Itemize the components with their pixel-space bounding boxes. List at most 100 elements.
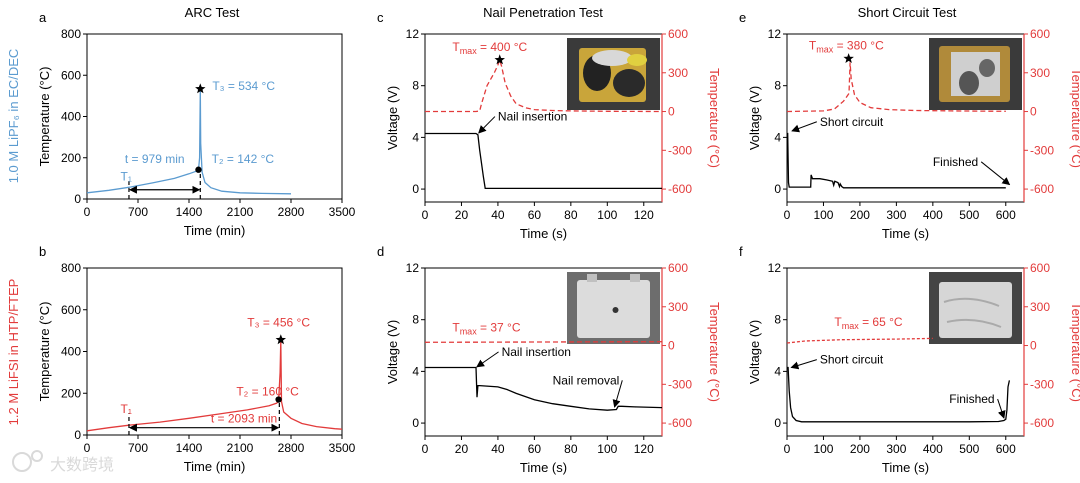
x-tick-label: 60 [528,208,542,222]
onset-dot-icon [275,396,282,403]
wrinkle [946,318,1002,328]
y-tick-label: 12 [768,27,782,41]
x-axis-label: Time (s) [882,460,929,475]
y2-tick-label: -300 [1030,377,1054,391]
x-tick-label: 20 [455,208,469,222]
burn-mark [613,69,645,97]
y2-tick-label: 0 [1030,105,1037,119]
annotation: T₂ = 160 °C [236,384,299,398]
x-tick-label: 2100 [227,205,254,219]
panel-f: 0 100 200 300 400 500 600 0 4 8 12 -600 -300 0 300 600 T… [739,244,1080,475]
annotation: t = 2093 min [211,411,277,425]
y2-tick-label: -300 [668,143,692,157]
damaged-pouch-cell-photo [929,38,1022,110]
y-tick-label: 600 [61,303,81,317]
voltage-series-line [425,132,662,190]
annotation: Tmax = 400 °C [452,40,527,56]
annotation: Tmax = 65 °C [834,315,903,331]
annotation: Nail insertion [498,110,567,124]
peak-star-icon [843,53,854,63]
y2-tick-label: 600 [1030,27,1050,41]
y-tick-label: 8 [412,313,419,327]
y-tick-label: 4 [774,364,781,378]
title-short: Short Circuit Test [858,5,957,20]
y2-tick-label: 300 [1030,300,1050,314]
y-tick-label: 0 [74,428,81,442]
row-label-top: 1.0 M LiPF₆ in EC/DEC [6,49,21,184]
x-tick-label: 0 [422,208,429,222]
y-tick-label: 200 [61,151,81,165]
y-axis-label: Temperature (°C) [37,302,52,402]
x-tick-label: 100 [813,208,833,222]
annotation: t = 979 min [125,152,185,166]
x-tick-label: 0 [84,441,91,455]
y-tick-label: 0 [412,416,419,430]
x-tick-label: 300 [886,442,906,456]
x-axis-label: Time (s) [520,226,567,241]
x-tick-label: 100 [597,208,617,222]
annotation: Short circuit [820,115,884,129]
annotation: Short circuit [820,353,884,367]
x-tick-label: 120 [634,208,654,222]
y-tick-label: 4 [412,364,419,378]
x-tick-label: 40 [491,442,505,456]
y2-tick-label: -600 [1030,416,1054,430]
y-tick-label: 12 [768,261,782,275]
y-tick-label: 4 [774,130,781,144]
x-tick-label: 20 [455,442,469,456]
x-tick-label: 500 [959,208,979,222]
x-tick-label: 2800 [278,441,305,455]
x-tick-label: 200 [850,208,870,222]
x-axis-label: Time (s) [520,460,567,475]
cell-tab [587,274,597,282]
y-tick-label: 0 [74,192,81,206]
y-tick-label: 800 [61,27,81,41]
panel-b: 0 700 1400 2100 2800 3500 0 200 400 600 800 Time (m… [37,244,356,474]
x-tick-label: 60 [528,442,542,456]
peak-star-icon [275,334,286,345]
x-tick-label: 1400 [176,441,203,455]
y-tick-label: 8 [774,79,781,93]
y-tick-label: 0 [412,182,419,196]
annotation: T₁ [121,169,132,183]
temperature-series-line [86,88,292,195]
y-tick-label: 4 [412,130,419,144]
y-axis-label: Voltage (V) [747,320,762,384]
panel-a: 0 700 1400 2100 2800 3500 0 200 400 600 800 Time (m… [37,10,356,238]
title-nail: Nail Penetration Test [483,5,603,20]
annotation: Tmax = 380 °C [809,39,884,55]
y2-tick-label: 0 [668,339,675,353]
y-tick-label: 600 [61,68,81,82]
x-tick-label: 200 [850,442,870,456]
x-tick-label: 3500 [329,205,356,219]
temperature-series-line [424,341,663,343]
burnt-pouch-cell-photo [567,38,660,110]
temperature-series-line [786,62,1006,113]
foil-mark [592,50,632,66]
panel-label: c [377,10,384,25]
cell-tab [630,274,640,282]
watermark-logo-icon [12,452,32,472]
x-tick-label: 120 [634,442,654,456]
x-tick-label: 700 [128,441,148,455]
x-tick-label: 100 [597,442,617,456]
annotation: Tmax = 37 °C [452,320,521,336]
y2-tick-label: 0 [668,105,675,119]
x-tick-label: 2800 [278,205,305,219]
annotation-arrow [478,116,496,134]
y-tick-label: 8 [774,313,781,327]
annotation-arrow [997,398,1006,419]
y2-tick-label: 600 [1030,261,1050,275]
y2-axis-label: Temperature (°C) [1069,68,1080,168]
x-axis-label: Time (min) [184,459,246,474]
y2-tick-label: 300 [668,300,688,314]
onset-dot-icon [195,166,202,173]
scorch-mark [627,54,647,66]
panel-label: a [39,10,47,25]
panel-label: f [739,244,743,259]
x-tick-label: 600 [996,442,1016,456]
x-tick-label: 500 [959,442,979,456]
y-tick-label: 0 [774,182,781,196]
panel-e: 0 100 200 300 400 500 600 0 4 8 12 -600 -300 0 300 600 T… [739,10,1080,241]
panel-label: d [377,244,384,259]
